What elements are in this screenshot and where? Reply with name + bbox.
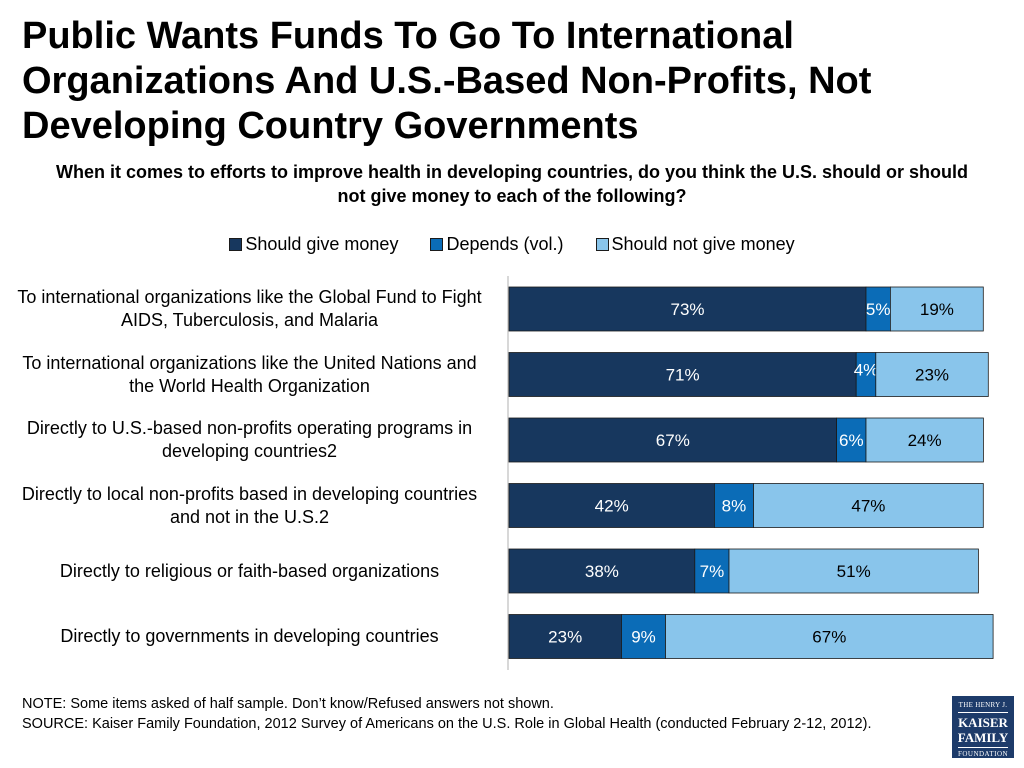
chart-subtitle: When it comes to efforts to improve heal… xyxy=(55,162,969,206)
data-label: 73% xyxy=(670,300,704,319)
category-label: To international organizations like the … xyxy=(22,352,477,396)
legend-swatch xyxy=(430,238,444,251)
data-label: 9% xyxy=(631,628,656,647)
data-label: 23% xyxy=(548,628,582,647)
data-label: 67% xyxy=(812,628,846,647)
data-label: 7% xyxy=(700,562,725,581)
bar-segment xyxy=(508,614,622,659)
logo-line-3: FAMILY xyxy=(957,730,1009,745)
bar-segment xyxy=(508,548,696,594)
bar-segment xyxy=(508,352,857,397)
category-label: Directly to U.S.-based non-profits opera… xyxy=(26,418,473,461)
chart-legend: Should give money Depends (vol.) Should … xyxy=(0,234,1024,255)
stacked-bar-chart: 73% 5% 19% 71% 4% 23% 67% 6% 24% 42% 8% 47% 38% 7% 51%… xyxy=(507,276,994,670)
footer-note: NOTE: Some items asked of half sample. D… xyxy=(22,696,554,712)
category-label: To international organizations like the … xyxy=(17,287,482,330)
legend-swatch xyxy=(229,238,243,251)
data-label: 5% xyxy=(866,300,891,319)
legend-item-should-not-give: Should not give money xyxy=(595,234,795,255)
bar-segment xyxy=(508,483,715,528)
footer-source: SOURCE: Kaiser Family Foundation, 2012 S… xyxy=(22,716,872,732)
logo-line-1: THE HENRY J. xyxy=(958,701,1008,709)
chart-footer: NOTE: Some items asked of half sample. D… xyxy=(22,694,932,734)
bar-segment xyxy=(508,286,867,332)
bar-segment xyxy=(665,614,994,659)
legend-label: Should give money xyxy=(245,234,399,254)
bar-segment xyxy=(865,286,891,332)
data-label: 4% xyxy=(854,361,879,380)
bar-segment xyxy=(621,614,666,659)
bar-segment xyxy=(875,352,989,397)
data-label: 38% xyxy=(585,562,619,581)
bar-segment xyxy=(865,417,984,463)
bar-segment xyxy=(890,286,984,332)
category-label: Directly to local non-profits based in d… xyxy=(21,483,478,527)
logo-line-2: KAISER xyxy=(958,715,1008,730)
data-label: 23% xyxy=(915,366,949,385)
category-label: Directly to governments in developing co… xyxy=(60,626,439,646)
data-label: 42% xyxy=(595,497,629,516)
data-label: 24% xyxy=(908,431,942,450)
data-label: 51% xyxy=(837,562,871,581)
bar-segment xyxy=(753,483,984,528)
logo-rule xyxy=(958,747,1008,748)
page-title: Public Wants Funds To Go To Internationa… xyxy=(22,15,872,147)
bar-segment xyxy=(836,417,867,463)
data-label: 19% xyxy=(920,300,954,319)
legend-swatch xyxy=(595,238,609,251)
legend-label: Depends (vol.) xyxy=(446,234,564,254)
data-label: 47% xyxy=(851,497,885,516)
bar-segment xyxy=(694,548,730,594)
data-label: 71% xyxy=(666,366,700,385)
data-label: 6% xyxy=(839,431,864,450)
logo-line-4: FOUNDATION xyxy=(957,750,1009,758)
legend-item-depends: Depends (vol.) xyxy=(430,234,564,255)
data-label: 8% xyxy=(722,497,747,516)
data-label: 67% xyxy=(656,431,690,450)
bar-segment xyxy=(714,483,754,528)
legend-item-should-give: Should give money xyxy=(229,234,398,255)
logo-rule xyxy=(958,712,1008,713)
bar-segment xyxy=(728,548,979,594)
kaiser-logo: THE HENRY J. KAISER FAMILY FOUNDATION xyxy=(952,696,1014,758)
bar-segment xyxy=(508,417,838,463)
legend-label: Should not give money xyxy=(611,234,795,254)
category-label: Directly to religious or faith-based org… xyxy=(59,560,440,581)
